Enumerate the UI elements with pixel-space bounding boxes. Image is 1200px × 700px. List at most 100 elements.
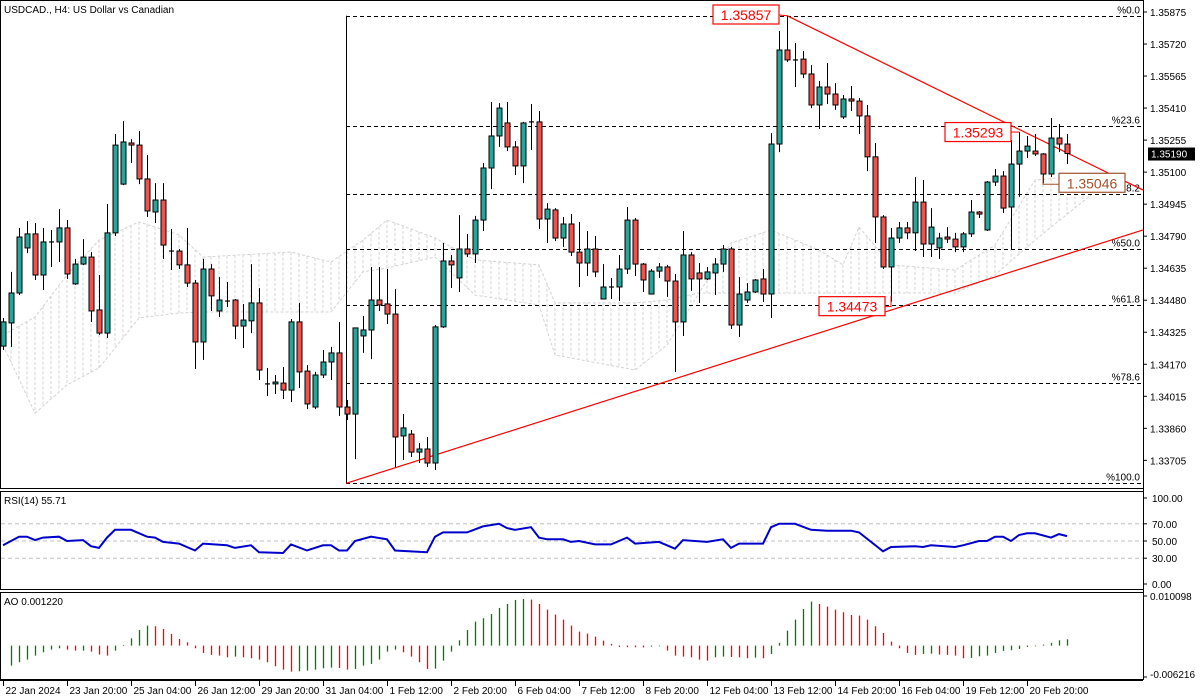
candle-body: [1056, 137, 1063, 145]
price-annotation: 1.35046: [1042, 172, 1126, 193]
rsi-panel[interactable]: RSI(14) 55.71: [0, 491, 1144, 590]
candle-body: [176, 250, 183, 266]
trendline[interactable]: [786, 15, 1144, 191]
candle: [912, 177, 919, 252]
ao-histogram: [10, 598, 1069, 672]
candle-body: [504, 122, 511, 148]
time-tick-label: 1 Feb 12:00: [390, 686, 444, 697]
rsi-tick-label: 70.00: [1152, 520, 1177, 531]
candles: [0, 15, 1071, 471]
candle-body: [904, 227, 911, 234]
candle-body: [312, 374, 319, 408]
annotation-leader: [1042, 175, 1059, 185]
trendlines[interactable]: [346, 15, 1144, 484]
candle-body: [24, 233, 31, 249]
candle-body: [936, 237, 943, 249]
candle: [592, 235, 599, 278]
candle: [320, 350, 327, 378]
candle-body: [296, 321, 303, 373]
candle-body: [824, 86, 831, 95]
candle-body: [712, 263, 719, 274]
candle-body: [464, 248, 471, 255]
candle-body: [624, 219, 631, 270]
candle: [24, 221, 31, 254]
candle: [768, 133, 775, 318]
candle-body: [32, 233, 39, 276]
candle: [808, 65, 815, 109]
time-tick-label: 6 Feb 04:00: [518, 686, 572, 697]
price-tick-label: 1.35720: [1150, 40, 1187, 51]
candle-body: [848, 98, 855, 102]
candle-body: [808, 73, 815, 106]
rsi-line: [2, 522, 1068, 555]
candle-body: [688, 254, 695, 280]
candle-body: [680, 254, 687, 323]
candle-body: [136, 144, 143, 180]
price-annotation: 1.34473: [818, 295, 892, 317]
candle: [336, 321, 343, 416]
candle: [816, 81, 823, 129]
candle: [256, 288, 263, 380]
candle: [184, 227, 191, 287]
candle-body: [816, 86, 823, 106]
fibonacci-retracement[interactable]: %0.0 %23.6 %38.2 %50.0 %61.8 %78.6 %100.0: [346, 6, 1143, 484]
candle: [192, 279, 199, 370]
price-tick-label: 1.35410: [1150, 104, 1187, 115]
candle: [1032, 134, 1039, 157]
candle-body: [944, 236, 951, 240]
candle-body: [0, 321, 7, 347]
time-axis[interactable]: 22 Jan 2024 23 Jan 20:00 25 Jan 04:00 26 Ja…: [0, 680, 1143, 698]
candle: [64, 220, 71, 279]
price-panel[interactable]: %0.0 %23.6 %38.2 %50.0 %61.8 %78.6 %100.0 1.35…: [0, 0, 1144, 489]
candle: [160, 183, 167, 259]
candle: [232, 298, 239, 340]
candle: [56, 209, 63, 262]
candle: [376, 266, 383, 311]
candle-body: [128, 142, 135, 146]
trendline[interactable]: [346, 229, 1144, 484]
candle: [288, 319, 295, 403]
candle-body: [184, 264, 191, 284]
candle: [32, 222, 39, 280]
candle: [368, 266, 375, 360]
candle: [72, 258, 79, 285]
candle: [96, 275, 103, 335]
candle-body: [80, 256, 87, 265]
candle: [280, 366, 287, 399]
candle: [712, 258, 719, 296]
annotation-box: [818, 296, 886, 317]
candle: [968, 200, 975, 237]
candle: [392, 289, 399, 467]
candle-body: [512, 146, 519, 167]
candle: [776, 31, 783, 153]
candle: [752, 278, 759, 293]
candle: [529, 103, 534, 151]
candle: [600, 264, 607, 300]
annotation-label: 1.34473: [827, 299, 878, 315]
candle: [424, 437, 431, 467]
candle: [520, 121, 527, 184]
candle-body: [856, 100, 863, 117]
candle: [152, 183, 159, 223]
candle: [928, 208, 935, 258]
candle-body: [920, 201, 927, 245]
candle-body: [1032, 150, 1039, 155]
candle: [432, 325, 439, 471]
candle: [1048, 117, 1055, 178]
annotation-label: 1.35857: [721, 7, 772, 23]
price-axis[interactable]: 1.35875 1.35720 1.35565 1.35410 1.35255 1.351…: [1143, 0, 1195, 681]
price-tick-label: 1.35875: [1150, 8, 1187, 19]
ao-panel[interactable]: AO 0.001220: [0, 592, 1144, 680]
candle: [584, 231, 591, 277]
candle-body: [720, 248, 727, 265]
current-price-tag: [1148, 147, 1195, 161]
candle: [8, 271, 15, 347]
price-tick-label: 1.34945: [1150, 200, 1187, 211]
candle-body: [360, 329, 367, 337]
annotation-label: 1.35293: [953, 125, 1004, 141]
candle: [952, 232, 959, 253]
candle-body: [152, 199, 159, 213]
time-tick-label: 14 Feb 20:00: [838, 686, 897, 697]
